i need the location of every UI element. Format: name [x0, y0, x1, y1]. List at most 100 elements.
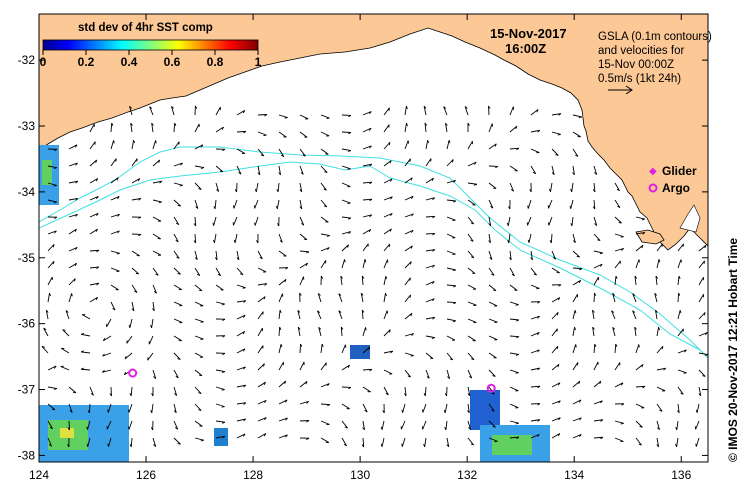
velocity-arrow-head: [453, 180, 456, 183]
velocity-arrow-head: [594, 172, 597, 175]
velocity-arrow: [194, 216, 197, 227]
velocity-arrow-head: [280, 344, 283, 348]
velocity-arrow-head: [432, 281, 435, 285]
velocity-arrow-head: [219, 170, 224, 173]
velocity-arrow-head: [452, 320, 456, 323]
velocity-arrow: [47, 276, 53, 286]
velocity-arrow-head: [527, 205, 529, 209]
velocity-arrow: [509, 403, 519, 409]
velocity-arrow: [593, 380, 602, 388]
velocity-arrow-head: [470, 443, 474, 446]
velocity-arrow: [676, 437, 679, 447]
velocity-arrow-head: [69, 410, 73, 413]
velocity-arrow-head: [134, 290, 138, 293]
velocity-arrow-head: [537, 367, 541, 371]
velocity-arrow: [593, 292, 595, 303]
velocity-arrow: [654, 293, 658, 303]
velocity-arrow: [425, 177, 434, 184]
velocity-arrow: [698, 386, 702, 396]
velocity-arrow: [152, 216, 162, 222]
velocity-arrow: [320, 403, 331, 406]
velocity-arrow: [106, 420, 112, 430]
velocity-arrow: [194, 403, 202, 411]
velocity-arrow-head: [112, 307, 116, 311]
velocity-arrow: [383, 369, 393, 375]
velocity-arrow: [233, 216, 238, 226]
velocity-arrow: [445, 123, 448, 133]
velocity-arrow-head: [361, 309, 365, 313]
velocity-arrow: [299, 420, 310, 422]
velocity-arrow: [152, 250, 162, 256]
velocity-arrow: [41, 346, 49, 354]
velocity-arrow-head: [275, 205, 278, 209]
velocity-arrow: [698, 244, 707, 252]
velocity-arrow: [128, 403, 133, 413]
velocity-arrow-head: [80, 350, 85, 353]
velocity-arrow-head: [432, 298, 435, 302]
velocity-arrow-head: [470, 222, 474, 225]
velocity-arrow: [383, 107, 390, 116]
velocity-arrow: [509, 420, 519, 424]
velocity-arrow-head: [537, 385, 541, 389]
velocity-arrow-head: [285, 417, 288, 421]
velocity-arrow: [68, 213, 78, 218]
legend-argo-label: Argo: [662, 181, 690, 195]
velocity-arrow-head: [488, 223, 492, 227]
velocity-arrow: [530, 433, 540, 439]
velocity-arrow: [698, 332, 708, 337]
velocity-arrow-head: [81, 332, 85, 335]
velocity-arrow-head: [529, 189, 532, 193]
velocity-arrow: [81, 351, 91, 354]
velocity-arrow: [81, 333, 91, 337]
velocity-arrow-head: [641, 218, 645, 221]
velocity-arrow-head: [452, 269, 456, 272]
velocity-arrow: [152, 199, 162, 203]
velocity-arrow: [234, 233, 238, 243]
velocity-arrow-head: [117, 196, 120, 200]
velocity-arrow: [61, 347, 70, 354]
velocity-arrow-head: [569, 205, 572, 209]
velocity-arrow: [698, 312, 706, 320]
velocity-arrow-head: [149, 106, 153, 109]
velocity-arrow: [551, 433, 561, 439]
velocity-arrow: [656, 345, 664, 354]
velocity-arrow: [509, 369, 519, 374]
velocity-arrow: [110, 196, 120, 201]
velocity-arrow: [362, 214, 372, 218]
velocity-arrow-head: [368, 346, 371, 350]
velocity-arrow: [592, 310, 595, 320]
velocity-arrow: [467, 352, 475, 360]
velocity-arrow-head: [317, 310, 321, 313]
glider-marker-icon: ◆: [649, 166, 657, 177]
velocity-arrow: [152, 301, 155, 311]
velocity-arrow: [530, 385, 541, 388]
velocity-arrow: [317, 293, 322, 303]
velocity-arrow: [341, 231, 351, 235]
velocity-arrow: [488, 301, 498, 307]
velocity-arrow-head: [130, 122, 133, 126]
velocity-arrow-head: [62, 329, 66, 331]
velocity-arrow-head: [75, 180, 79, 184]
velocity-arrow: [551, 363, 560, 371]
velocity-arrow: [677, 243, 684, 252]
velocity-arrow: [89, 123, 95, 133]
velocity-arrow-head: [306, 401, 309, 404]
velocity-arrow: [194, 352, 204, 358]
velocity-arrow: [149, 106, 154, 116]
velocity-arrow-head: [511, 273, 515, 277]
velocity-arrow-head: [527, 239, 530, 243]
velocity-arrow-head: [638, 344, 640, 348]
velocity-arrow-head: [509, 257, 512, 261]
velocity-arrow-head: [488, 105, 491, 109]
velocity-arrow-head: [600, 436, 604, 440]
velocity-arrow: [236, 402, 246, 405]
velocity-arrow-head: [242, 348, 246, 352]
velocity-arrow: [341, 182, 351, 187]
velocity-arrow: [467, 420, 472, 430]
velocity-arrow: [402, 403, 406, 413]
velocity-arrow-head: [194, 105, 198, 109]
velocity-arrow: [47, 293, 50, 303]
velocity-arrow: [634, 276, 637, 286]
velocity-arrow: [677, 349, 687, 354]
velocity-arrow: [257, 296, 266, 303]
